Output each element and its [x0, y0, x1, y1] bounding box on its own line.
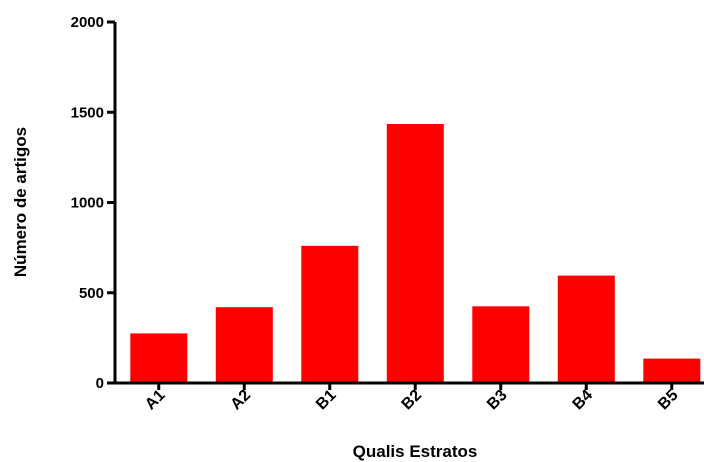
x-tick-label-b3: B3 [484, 387, 511, 414]
x-tick-label-b2: B2 [399, 387, 426, 414]
y-tick-label-1000: 1000 [71, 195, 104, 212]
y-tick-label-500: 500 [79, 285, 104, 302]
bar-b1 [301, 245, 359, 383]
x-tick-label-b4: B4 [570, 387, 597, 414]
bar-b4 [557, 275, 615, 383]
x-tick-label-a2: A2 [228, 387, 255, 414]
y-axis: 0 500 1000 1500 2000 [71, 14, 117, 392]
x-tick-label-b1: B1 [313, 387, 340, 414]
y-tick-label-0: 0 [96, 375, 104, 392]
bar-b2 [386, 124, 444, 383]
bar-b5 [643, 358, 701, 383]
bars-group [130, 124, 701, 383]
bar-b3 [472, 306, 530, 383]
x-axis-title: Qualis Estratos [353, 442, 478, 461]
y-tick-label-2000: 2000 [71, 14, 104, 31]
x-tick-label-a1: A1 [142, 387, 169, 414]
y-axis-title: Número de artigos [11, 127, 30, 277]
bar-a2 [215, 307, 273, 383]
x-axis: A1 A2 B1 B2 B3 B4 B5 [113, 381, 704, 414]
y-tick-label-1500: 1500 [71, 104, 104, 121]
x-tick-label-b5: B5 [655, 387, 682, 414]
bar-a1 [130, 333, 188, 383]
